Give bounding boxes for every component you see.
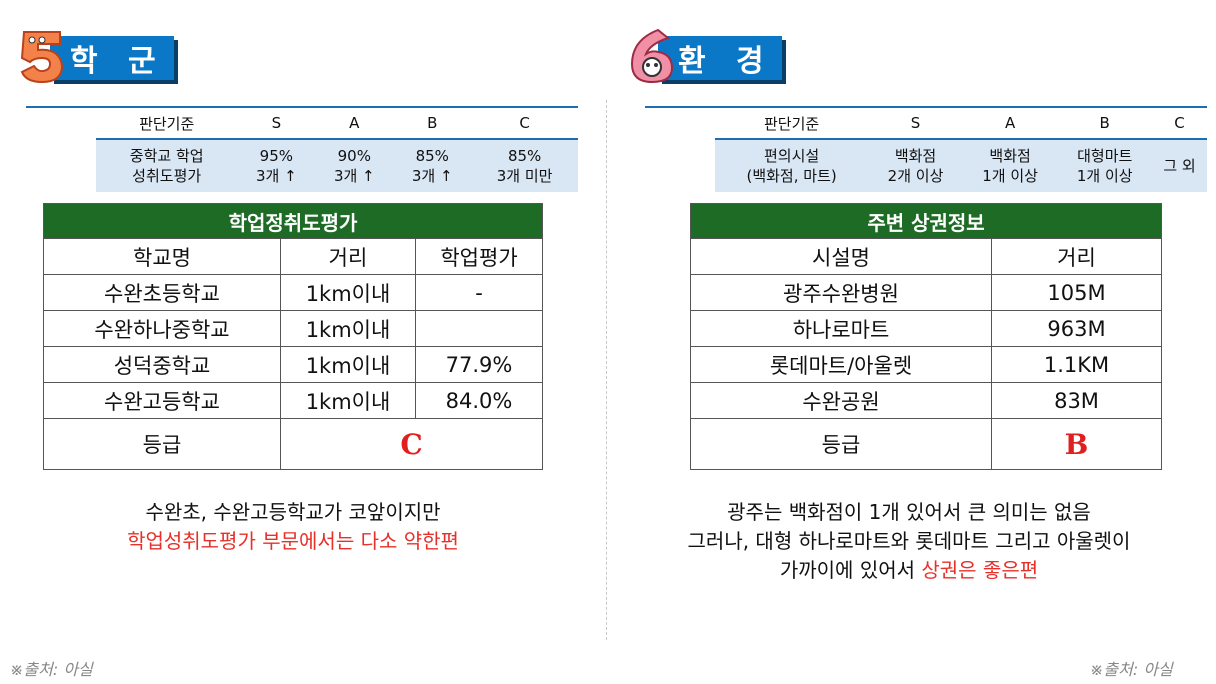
facility-name: 광주수완병원 — [690, 274, 992, 311]
caption-line: 광주는 백화점이 1개 있어서 큰 의미는 없음 — [727, 500, 1091, 524]
facility-name: 수완공원 — [690, 382, 992, 419]
school-distance: 1km이내 — [280, 310, 416, 347]
source-note: ※출처: 아실 — [10, 660, 93, 679]
commercial-table: 주변 상권정보 시설명 거리 광주수완병원 105M 하나로마트 963M 롯데… — [690, 203, 1162, 470]
grade-label: 등급 — [690, 418, 992, 470]
environment-caption: 광주는 백화점이 1개 있어서 큰 의미는 없음 그러나, 대형 하나로마트와 … — [628, 498, 1190, 585]
school-title: 학 군 — [50, 36, 174, 80]
table-row: 광주수완병원 105M — [690, 274, 1162, 311]
table-row: 수완초등학교 1km이내 - — [43, 274, 543, 311]
table-row: 성덕중학교 1km이내 77.9% — [43, 346, 543, 383]
column-header: 학교명 — [43, 238, 281, 275]
environment-criteria-table: 환경 판단기준 S A B C 편의시설 (백화점, 마트) 백화점 2개 이상 백… — [645, 106, 1207, 192]
number-6-icon — [630, 28, 674, 84]
criteria-header: S — [237, 107, 316, 140]
criteria-cell: 85% 3개 미만 — [471, 139, 578, 192]
table-row: 수완공원 83M — [690, 382, 1162, 419]
criteria-cell: 중학교 학업 성취도평가 — [96, 139, 238, 192]
criteria-cell: 백화점 1개 이상 — [962, 139, 1058, 192]
grade-label: 등급 — [43, 418, 281, 470]
school-score — [415, 310, 543, 347]
criteria-header: S — [868, 107, 963, 140]
school-score: - — [415, 274, 543, 311]
criteria-cell: 대형마트 1개 이상 — [1057, 139, 1152, 192]
caption-highlight: 학업성취도평가 부문에서는 다소 약한편 — [127, 529, 459, 553]
criteria-header: C — [471, 107, 578, 140]
school-district-panel: 학 군 학군 판단기준 S A B C 중학교 학업 성취도평가 95% 3개 ↑ … — [0, 0, 606, 684]
environment-panel: 환 경 환경 판단기준 S A B C 편의시설 (백화점, 마트) 백화점 2개 … — [608, 0, 1216, 684]
caption-line: 수완초, 수완고등학교가 코앞이지만 — [145, 500, 441, 524]
facility-distance: 83M — [991, 382, 1162, 419]
column-header: 시설명 — [690, 238, 992, 275]
panel-divider — [606, 100, 607, 640]
caption-line: 그러나, 대형 하나로마트와 롯데마트 그리고 아울렛이 — [687, 529, 1131, 553]
school-name: 수완초등학교 — [43, 274, 281, 311]
caption-line: 가까이에 있어서 상권은 좋은편 — [779, 558, 1039, 582]
criteria-header: B — [393, 107, 472, 140]
school-distance: 1km이내 — [280, 346, 416, 383]
column-header: 거리 — [991, 238, 1162, 275]
criteria-header: A — [962, 107, 1058, 140]
school-name: 성덕중학교 — [43, 346, 281, 383]
school-distance: 1km이내 — [280, 382, 416, 419]
table-row: 하나로마트 963M — [690, 310, 1162, 347]
criteria-cell: 백화점 2개 이상 — [868, 139, 963, 192]
criteria-header: 판단기준 — [96, 107, 238, 140]
grade-value: B — [991, 418, 1162, 470]
commercial-table-title: 주변 상권정보 — [690, 203, 1162, 239]
school-criteria-table: 학군 판단기준 S A B C 중학교 학업 성취도평가 95% 3개 ↑ 90% 3… — [26, 106, 578, 192]
criteria-header: A — [315, 107, 394, 140]
school-score: 84.0% — [415, 382, 543, 419]
school-caption: 수완초, 수완고등학교가 코앞이지만 학업성취도평가 부문에서는 다소 약한편 — [43, 498, 543, 556]
criteria-lead: 학군 — [26, 107, 96, 192]
environment-title: 환 경 — [658, 36, 782, 80]
table-row: 수완하나중학교 1km이내 — [43, 310, 543, 347]
grade-letter: B — [1064, 427, 1089, 461]
school-score-table: 학업정취도평가 학교명 거리 학업평가 수완초등학교 1km이내 - 수완하나중… — [43, 203, 543, 470]
column-header: 학업평가 — [415, 238, 543, 275]
column-header: 거리 — [280, 238, 416, 275]
caption-highlight: 상권은 좋은편 — [921, 558, 1039, 582]
criteria-cell: 95% 3개 ↑ — [237, 139, 316, 192]
number-5-icon — [20, 31, 64, 84]
facility-distance: 1.1KM — [991, 346, 1162, 383]
criteria-lead: 환경 — [645, 107, 715, 192]
school-table-title: 학업정취도평가 — [43, 203, 543, 239]
source-note: ※출처: 아실 — [1090, 660, 1173, 679]
criteria-header: C — [1152, 107, 1207, 140]
criteria-cell: 85% 3개 ↑ — [393, 139, 472, 192]
criteria-header: B — [1057, 107, 1152, 140]
school-distance: 1km이내 — [280, 274, 416, 311]
facility-name: 롯데마트/아울렛 — [690, 346, 992, 383]
facility-distance: 105M — [991, 274, 1162, 311]
criteria-cell: 그 외 — [1152, 139, 1207, 192]
criteria-header: 판단기준 — [715, 107, 869, 140]
school-score: 77.9% — [415, 346, 543, 383]
criteria-cell: 편의시설 (백화점, 마트) — [715, 139, 869, 192]
school-name: 수완고등학교 — [43, 382, 281, 419]
table-row: 수완고등학교 1km이내 84.0% — [43, 382, 543, 419]
facility-distance: 963M — [991, 310, 1162, 347]
grade-value: C — [280, 418, 543, 470]
grade-letter: C — [400, 427, 423, 461]
table-row: 롯데마트/아울렛 1.1KM — [690, 346, 1162, 383]
criteria-cell: 90% 3개 ↑ — [315, 139, 394, 192]
school-name: 수완하나중학교 — [43, 310, 281, 347]
facility-name: 하나로마트 — [690, 310, 992, 347]
